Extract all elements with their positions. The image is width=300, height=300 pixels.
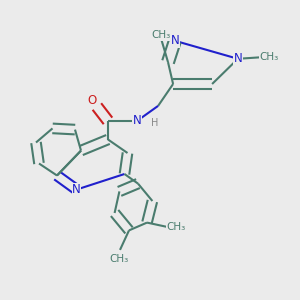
Text: N: N xyxy=(72,183,81,196)
Text: H: H xyxy=(152,118,159,128)
Text: CH₃: CH₃ xyxy=(151,30,170,40)
Text: O: O xyxy=(88,94,97,107)
Text: N: N xyxy=(133,114,142,128)
Text: CH₃: CH₃ xyxy=(109,254,128,264)
Text: CH₃: CH₃ xyxy=(167,222,186,232)
Text: N: N xyxy=(233,52,242,65)
Text: CH₃: CH₃ xyxy=(260,52,279,62)
Text: N: N xyxy=(170,34,179,47)
